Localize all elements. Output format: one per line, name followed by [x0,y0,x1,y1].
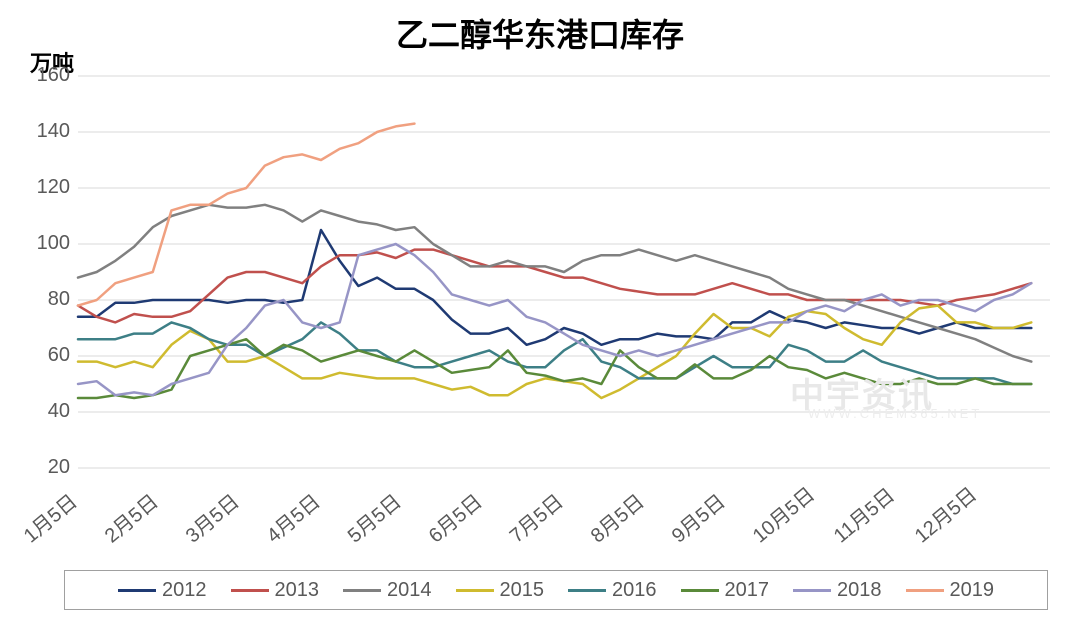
legend-item-2018[interactable]: 2018 [793,579,882,602]
legend-label: 2015 [500,579,545,602]
x-tick-label: 4月5日 [259,486,325,548]
legend-swatch [681,589,719,592]
legend-swatch [343,589,381,592]
chart-title: 乙二醇华东港口库存 [0,10,1080,56]
legend-swatch [118,589,156,592]
legend-label: 2019 [950,579,995,602]
x-tick-label: 7月5日 [502,486,568,548]
legend-label: 2013 [275,579,320,602]
x-tick-label: 1月5日 [16,486,82,548]
legend-swatch [793,589,831,592]
legend-item-2015[interactable]: 2015 [456,579,545,602]
legend: 2012 2013 2014 2015 2016 2017 2018 2019 [64,570,1048,610]
legend-item-2014[interactable]: 2014 [343,579,432,602]
plot-area [78,76,1050,468]
legend-item-2017[interactable]: 2017 [681,579,770,602]
series-2019 [78,124,414,306]
y-tick-label: 140 [28,120,70,143]
x-tick-label: 2月5日 [97,486,163,548]
y-tick-label: 80 [28,288,70,311]
y-tick-label: 120 [28,176,70,199]
legend-item-2013[interactable]: 2013 [231,579,320,602]
x-tick-label: 10月5日 [745,479,820,548]
chart-container: 乙二醇华东港口库存 万吨 中宇资讯 WWW.CHEM365.NET 201220… [0,0,1080,628]
y-tick-label: 60 [28,344,70,367]
legend-label: 2014 [387,579,432,602]
legend-item-2016[interactable]: 2016 [568,579,657,602]
x-tick-label: 12月5日 [907,479,982,548]
legend-item-2019[interactable]: 2019 [906,579,995,602]
legend-swatch [231,589,269,592]
series-2017 [78,339,1031,398]
x-tick-label: 8月5日 [583,486,649,548]
x-tick-label: 5月5日 [340,486,406,548]
x-tick-label: 9月5日 [664,486,730,548]
y-tick-label: 40 [28,400,70,423]
series-2013 [78,250,1031,323]
legend-label: 2017 [725,579,770,602]
legend-label: 2018 [837,579,882,602]
y-tick-label: 160 [28,64,70,87]
y-tick-label: 100 [28,232,70,255]
x-tick-label: 11月5日 [826,480,900,548]
legend-swatch [568,589,606,592]
legend-swatch [456,589,494,592]
x-tick-label: 6月5日 [421,486,487,548]
y-tick-label: 20 [28,456,70,479]
legend-item-2012[interactable]: 2012 [118,579,207,602]
series-2018 [78,244,1031,395]
legend-label: 2012 [162,579,207,602]
legend-label: 2016 [612,579,657,602]
x-tick-label: 3月5日 [178,486,244,548]
legend-swatch [906,589,944,592]
